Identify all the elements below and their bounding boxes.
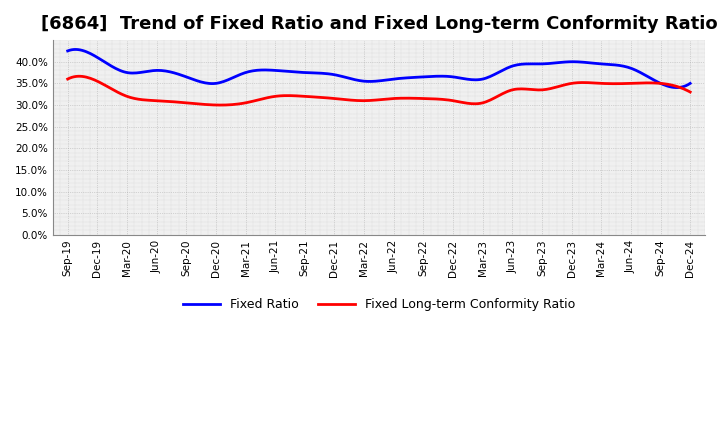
Line: Fixed Long-term Conformity Ratio: Fixed Long-term Conformity Ratio	[68, 76, 690, 105]
Title: [6864]  Trend of Fixed Ratio and Fixed Long-term Conformity Ratio: [6864] Trend of Fixed Ratio and Fixed Lo…	[40, 15, 717, 33]
Fixed Ratio	[66, 48, 74, 53]
Fixed Ratio	[72, 47, 81, 52]
Fixed Ratio	[673, 85, 682, 90]
Legend: Fixed Ratio, Fixed Long-term Conformity Ratio: Fixed Ratio, Fixed Long-term Conformity …	[178, 293, 580, 316]
Fixed Long-term Conformity Ratio	[631, 81, 640, 86]
Fixed Ratio	[590, 61, 599, 66]
Fixed Ratio	[436, 73, 445, 79]
Fixed Ratio	[630, 67, 639, 72]
Fixed Long-term Conformity Ratio	[215, 103, 224, 108]
Fixed Long-term Conformity Ratio	[438, 97, 446, 102]
Fixed Long-term Conformity Ratio	[592, 81, 600, 86]
Fixed Ratio	[434, 73, 443, 79]
Fixed Ratio	[446, 74, 455, 79]
Fixed Long-term Conformity Ratio	[449, 98, 457, 103]
Fixed Long-term Conformity Ratio	[76, 73, 84, 79]
Fixed Ratio	[63, 48, 72, 54]
Fixed Long-term Conformity Ratio	[63, 77, 72, 82]
Fixed Long-term Conformity Ratio	[66, 75, 74, 81]
Fixed Long-term Conformity Ratio	[436, 97, 445, 102]
Fixed Long-term Conformity Ratio	[686, 89, 695, 95]
Line: Fixed Ratio: Fixed Ratio	[68, 49, 690, 88]
Fixed Ratio	[686, 81, 695, 86]
